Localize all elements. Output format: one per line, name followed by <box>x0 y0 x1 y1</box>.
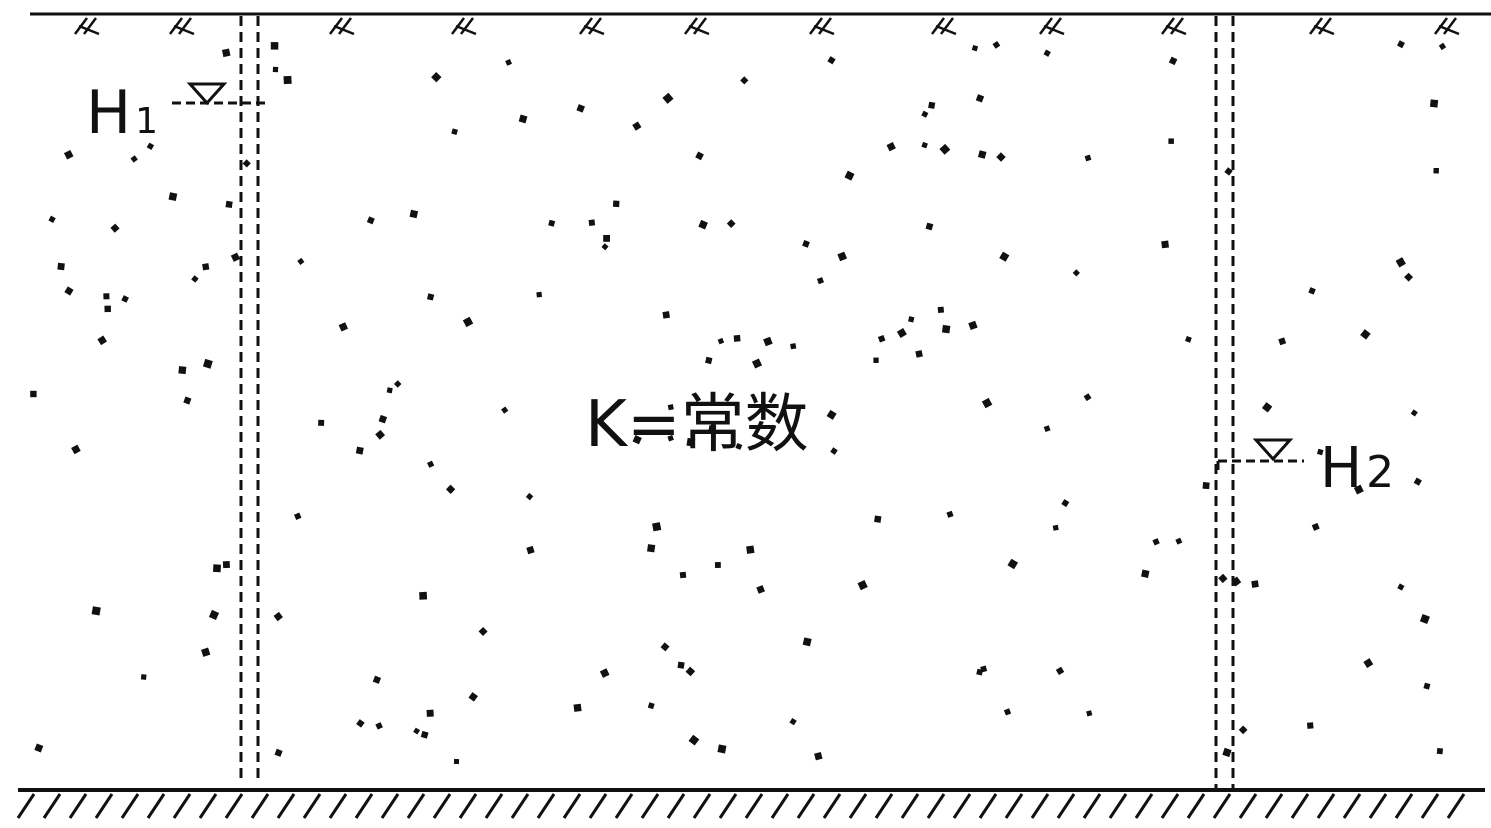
left-well <box>239 16 260 780</box>
right-water-level-triangle-icon <box>1252 438 1294 462</box>
impermeable-base-hatching <box>16 793 1466 819</box>
conductivity-label: K=常数 <box>585 388 809 462</box>
right-head-symbol: H <box>1320 436 1362 501</box>
right-head-subscript: 2 <box>1366 447 1394 498</box>
right-well <box>1214 16 1235 788</box>
right-head-label: H2 <box>1320 436 1394 501</box>
left-head-subscript: 1 <box>135 101 158 142</box>
left-head-symbol: H <box>86 78 131 148</box>
left-water-level-triangle-icon <box>186 82 228 106</box>
ground-surface-hatching <box>74 17 1460 36</box>
